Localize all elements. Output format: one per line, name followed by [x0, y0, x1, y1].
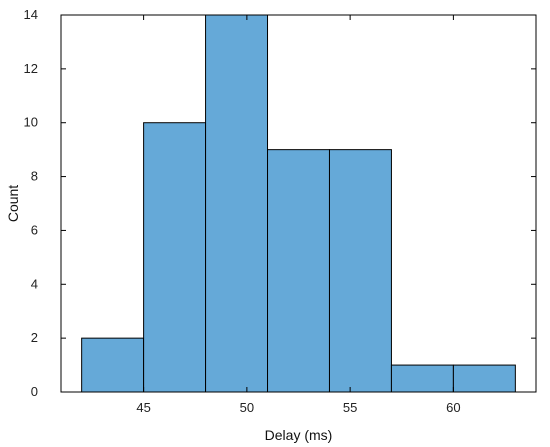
y-tick-label: 6 — [31, 222, 38, 237]
y-tick-label: 4 — [31, 276, 38, 291]
histogram-bar-1 — [81, 337, 145, 393]
plot-frame — [60, 14, 537, 393]
histogram-bar-2 — [143, 122, 207, 393]
histogram-bar-4 — [267, 149, 330, 393]
histogram-bar-5 — [328, 149, 392, 393]
histogram-bar-3 — [205, 14, 269, 393]
y-tick-label: 14 — [24, 7, 38, 22]
y-tick-label: 2 — [31, 330, 38, 345]
x-tick-label: 55 — [343, 400, 357, 415]
y-tick-label: 0 — [31, 384, 38, 399]
y-tick-label: 8 — [31, 169, 38, 184]
y-axis-label: Count — [5, 185, 21, 222]
histogram-bar-6 — [390, 364, 454, 393]
histogram-bar-7 — [452, 364, 516, 393]
x-tick-label: 60 — [446, 400, 460, 415]
y-tick-label: 10 — [24, 115, 38, 130]
x-tick-label: 45 — [136, 400, 150, 415]
ticks-layer: 45 50 55 60 0 2 4 6 8 10 12 14 — [24, 7, 536, 415]
y-tick-label: 12 — [24, 61, 38, 76]
x-axis-label: Delay (ms) — [265, 427, 333, 443]
bars-layer — [81, 14, 516, 393]
x-tick-label: 50 — [240, 400, 254, 415]
